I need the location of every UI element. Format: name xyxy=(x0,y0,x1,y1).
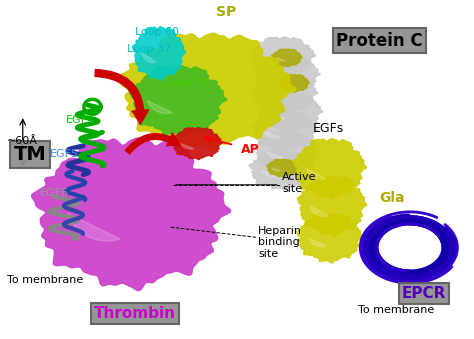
FancyArrowPatch shape xyxy=(125,133,180,154)
Polygon shape xyxy=(32,138,231,291)
Text: To membrane: To membrane xyxy=(358,305,434,315)
Polygon shape xyxy=(147,101,173,114)
Text: EPCR: EPCR xyxy=(402,286,447,301)
Text: EGF6: EGF6 xyxy=(40,188,69,198)
Text: SP: SP xyxy=(216,5,236,19)
Polygon shape xyxy=(261,56,279,63)
Polygon shape xyxy=(266,151,283,158)
Polygon shape xyxy=(279,75,310,92)
Polygon shape xyxy=(309,238,326,247)
Text: EGF5: EGF5 xyxy=(50,149,79,159)
Text: ~60Å: ~60Å xyxy=(7,136,38,146)
Polygon shape xyxy=(252,112,318,151)
Text: Heparin
binding
site: Heparin binding site xyxy=(258,226,302,259)
Polygon shape xyxy=(284,83,292,86)
Polygon shape xyxy=(130,66,227,137)
Polygon shape xyxy=(118,33,296,150)
Text: EGF4: EGF4 xyxy=(66,115,95,125)
Polygon shape xyxy=(150,91,197,112)
FancyArrowPatch shape xyxy=(95,69,148,124)
Polygon shape xyxy=(277,58,285,61)
Polygon shape xyxy=(297,176,367,236)
Text: Thrombin: Thrombin xyxy=(94,306,176,321)
Polygon shape xyxy=(264,131,281,138)
Text: TM: TM xyxy=(13,145,46,164)
Polygon shape xyxy=(268,112,286,119)
Polygon shape xyxy=(261,170,279,177)
Polygon shape xyxy=(297,213,363,263)
Polygon shape xyxy=(267,159,298,177)
Text: Loop 70: Loop 70 xyxy=(165,78,209,88)
Polygon shape xyxy=(266,75,283,82)
Polygon shape xyxy=(254,56,320,95)
Text: Active
site: Active site xyxy=(282,172,317,194)
Polygon shape xyxy=(68,213,120,241)
Polygon shape xyxy=(249,37,316,76)
Text: Gla: Gla xyxy=(379,191,405,205)
Polygon shape xyxy=(181,143,194,149)
Polygon shape xyxy=(252,74,318,113)
Text: To membrane: To membrane xyxy=(7,275,83,285)
Text: Protein C: Protein C xyxy=(336,32,422,50)
Polygon shape xyxy=(132,27,185,80)
Polygon shape xyxy=(272,49,302,67)
Polygon shape xyxy=(273,168,281,171)
Polygon shape xyxy=(293,139,366,199)
Text: EGFs: EGFs xyxy=(313,122,344,135)
Polygon shape xyxy=(264,94,281,101)
Text: Loop 37: Loop 37 xyxy=(127,44,171,54)
Polygon shape xyxy=(310,206,328,217)
Polygon shape xyxy=(256,93,323,132)
Polygon shape xyxy=(306,168,326,179)
Polygon shape xyxy=(249,151,316,190)
Text: AP: AP xyxy=(241,143,260,156)
Polygon shape xyxy=(142,53,156,63)
Polygon shape xyxy=(172,127,222,160)
Polygon shape xyxy=(254,132,320,171)
Text: Loop 60: Loop 60 xyxy=(135,27,179,37)
